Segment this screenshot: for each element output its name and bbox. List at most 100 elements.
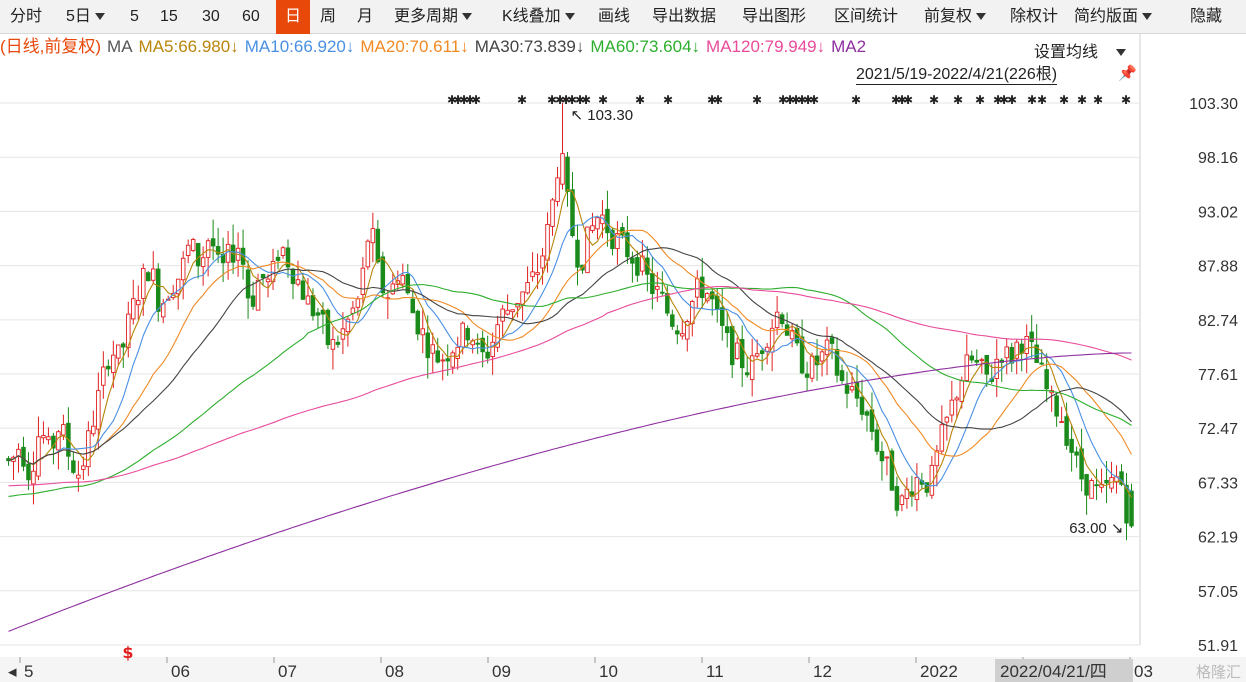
hide-button[interactable]: 隐藏 — [1190, 8, 1223, 25]
date-range: 2021/5/19-2022/4/21(226根) — [856, 66, 1058, 85]
ex-rights-button[interactable]: 除权计 — [1010, 8, 1059, 25]
candle-body — [265, 278, 271, 283]
tab-5min[interactable]: 5 — [130, 8, 139, 25]
chevron-down-icon[interactable] — [94, 13, 105, 21]
candle-body — [879, 450, 885, 462]
candle-body — [330, 339, 336, 350]
ma120-line — [8, 285, 1132, 487]
x-tick-label: 06 — [171, 662, 190, 681]
event-marker-icon: ✱ — [975, 93, 985, 107]
ma-title: MA — [107, 37, 133, 56]
tab-day[interactable]: 日 — [276, 0, 310, 34]
candle-body — [964, 354, 970, 381]
export-image-button[interactable]: 导出图形 — [742, 8, 807, 25]
candle-body — [96, 390, 101, 430]
chevron-down-icon[interactable] — [1116, 49, 1127, 57]
draw-line-button[interactable]: 画线 — [598, 8, 631, 25]
candle-body — [295, 279, 301, 285]
candle-body — [744, 372, 750, 376]
more-periods-dropdown[interactable]: 更多周期 — [394, 0, 473, 34]
chevron-down-icon[interactable] — [976, 13, 987, 21]
candle-body — [894, 486, 900, 511]
pin-icon[interactable]: 📌 — [1118, 65, 1137, 82]
candle-body — [804, 373, 810, 378]
candle-body — [874, 429, 880, 452]
candle-body — [570, 189, 575, 236]
candle-body — [36, 436, 41, 477]
candle-body — [510, 309, 515, 313]
event-marker-icon: ✱ — [999, 93, 1009, 107]
candle-body — [31, 470, 36, 485]
ma-settings-dropdown[interactable]: 设置均线 — [1034, 38, 1127, 62]
candle-body — [824, 339, 830, 356]
y-tick-label: 87.88 — [1198, 259, 1238, 276]
candle-body — [1064, 416, 1069, 446]
event-marker-icon: ✱ — [707, 93, 717, 107]
candle-body — [215, 246, 221, 255]
tab-60min[interactable]: 60 — [242, 8, 260, 25]
candle-body — [260, 274, 266, 279]
candle-body — [724, 326, 730, 334]
tab-30min[interactable]: 30 — [202, 8, 220, 25]
range-stats-button[interactable]: 区间统计 — [834, 8, 899, 25]
candle-body — [490, 341, 495, 358]
event-marker-icon: ✱ — [598, 93, 608, 107]
export-data-button[interactable]: 导出数据 — [652, 8, 717, 25]
candle-body — [126, 313, 131, 349]
candle-body — [1014, 341, 1019, 359]
simple-layout-dropdown[interactable]: 简约版面 — [1074, 0, 1153, 34]
candle-body — [26, 463, 31, 481]
candle-body — [405, 274, 411, 294]
chevron-down-icon[interactable] — [462, 13, 473, 21]
candle-body — [180, 257, 186, 281]
candle-body — [525, 282, 530, 294]
candle-body — [225, 243, 231, 263]
event-marker-icon: ✱ — [803, 93, 813, 107]
candle-body — [729, 326, 735, 366]
toolbar: 分时 5日 5 15 30 60 日 周 月 更多周期 K线叠加 画线 导出数据… — [0, 0, 1246, 34]
event-marker-icon: ✱ — [561, 93, 571, 107]
chevron-down-icon[interactable] — [564, 13, 575, 21]
candle-body — [575, 239, 580, 268]
candle-body — [1089, 480, 1094, 499]
tab-week[interactable]: 周 — [320, 8, 337, 25]
ma10-line — [8, 216, 1132, 493]
chevron-down-icon[interactable] — [1142, 13, 1153, 21]
candle-body — [829, 337, 835, 344]
candle-body — [1124, 484, 1129, 524]
event-marker-icon: ✱ — [929, 93, 939, 107]
cursor-date-label: 2022/04/21/四 — [1000, 662, 1107, 681]
candle-body — [680, 333, 685, 337]
candle-body — [136, 299, 141, 306]
tab-15min[interactable]: 15 — [160, 8, 178, 25]
event-marker-icon: ✱ — [752, 93, 762, 107]
tab-timeshare[interactable]: 分时 — [10, 8, 43, 25]
candle-body — [665, 292, 670, 314]
tab-5day[interactable]: 5日 — [66, 0, 105, 34]
candle-body — [844, 384, 850, 394]
candle-body — [530, 271, 535, 278]
tab-month[interactable]: 月 — [357, 8, 374, 25]
scroll-left-icon: ◂ — [8, 662, 17, 681]
event-marker-icon: ✱ — [581, 93, 591, 107]
k-overlay-dropdown[interactable]: K线叠加 — [502, 0, 575, 34]
forward-adjust-dropdown[interactable]: 前复权 — [924, 0, 987, 34]
event-marker-icon: ✱ — [897, 93, 907, 107]
candle-body — [540, 255, 545, 269]
candle-body — [1079, 448, 1084, 480]
candle-body — [1029, 331, 1034, 343]
candle-body — [440, 359, 445, 362]
candle-body — [175, 278, 181, 295]
y-tick-label: 62.19 — [1198, 530, 1238, 547]
event-marker-icon: ✱ — [713, 93, 723, 107]
ma120-value: MA120:79.949↓ — [706, 37, 826, 56]
ma250-value: MA2 — [831, 37, 867, 56]
event-marker-icon: ✱ — [465, 93, 475, 107]
candle-body — [255, 279, 261, 311]
candle-body — [365, 240, 371, 268]
y-tick-label: 98.16 — [1198, 150, 1238, 167]
candle-body — [939, 424, 945, 452]
y-tick-label: 67.33 — [1198, 475, 1238, 492]
candle-body — [1024, 336, 1029, 354]
candle-body — [16, 448, 21, 457]
